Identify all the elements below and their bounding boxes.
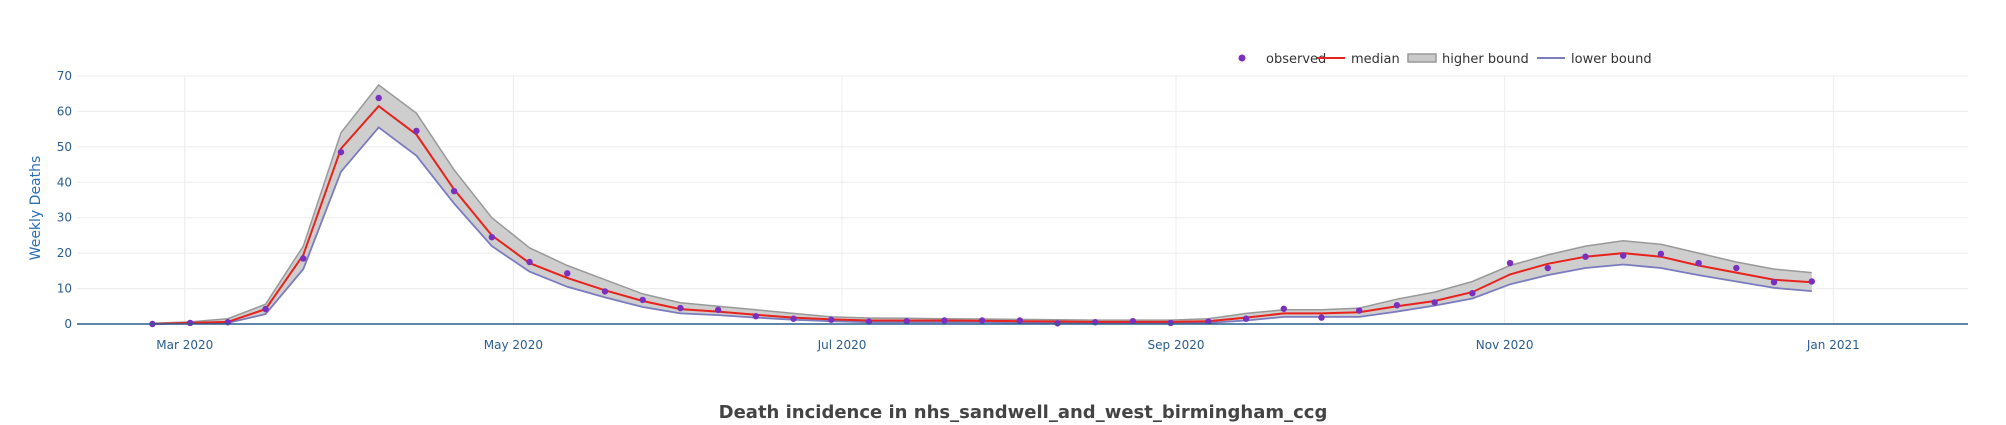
observed-point [865,318,873,325]
observed-point [978,317,986,324]
observed-point [714,306,722,314]
observed-point [1770,278,1778,286]
observed-point [300,255,307,262]
legend-symbol [1407,53,1437,63]
observed-point [903,317,910,325]
observed-point [564,270,571,277]
legend-label: higher bound [1442,52,1529,67]
observed-point [790,315,797,322]
observed-point [1695,259,1702,267]
x-tick-label: Nov 2020 [1476,338,1534,352]
y-tick-label: 60 [57,104,72,118]
x-tick-label: May 2020 [484,338,543,352]
observed-point [1318,314,1325,321]
observed-point [375,94,382,102]
observed-point [1356,307,1363,314]
x-tick-label: Jan 2021 [1806,338,1860,352]
observed-point [1167,319,1174,327]
observed-point [413,127,420,135]
observed-point [1280,305,1287,312]
observed-point [1431,299,1438,306]
observed-point [262,305,269,313]
observed-point [1582,253,1589,260]
observed-point [337,148,345,156]
observed-point [186,319,194,327]
observed-point [1506,259,1514,267]
observed-point [1393,302,1401,309]
legend[interactable]: observed median higher bound lower bound [1238,52,1652,67]
observed-point [1205,318,1212,325]
y-tick-label: 0 [64,317,72,331]
observed-point [1657,250,1665,258]
observed-point [526,258,533,266]
y-tick-label: 40 [57,175,72,189]
y-tick-label: 20 [57,246,72,260]
observed-point [1129,317,1137,325]
observed-point [828,316,835,323]
legend-item-higher-bound[interactable]: higher bound [1407,52,1529,67]
legend-label: observed [1266,52,1326,67]
legend-item-median[interactable]: median [1317,52,1400,67]
observed-point [752,313,760,320]
observed-point [1544,264,1551,272]
y-axis-title: Weekly Deaths [28,156,44,261]
observed-point [601,288,609,295]
y-tick-label: 70 [57,69,72,83]
y-tick-label: 10 [57,282,72,296]
observed-points [149,94,1815,328]
y-tick-label: 30 [57,211,72,225]
observed-point [1808,278,1815,285]
y-tick-label: 50 [57,140,72,154]
legend-label: median [1351,52,1400,67]
observed-point [1620,252,1627,259]
observed-point [1733,264,1740,272]
observed-point [450,187,458,195]
observed-point [677,304,684,312]
observed-point [639,296,646,304]
series-line-lower-bound [152,126,1812,325]
x-tick-label: Sep 2020 [1148,338,1205,352]
legend-label: lower bound [1571,52,1652,67]
observed-point [941,317,948,324]
observed-point [1016,317,1024,324]
observed-point [1469,289,1476,297]
observed-point [1242,315,1250,322]
axes: 0 10 20 30 40 50 60 70 Mar 2020 May 2020 Jul 2020 S… [57,69,1968,352]
legend-item-lower-bound[interactable]: lower bound [1537,52,1652,67]
observed-point [488,234,496,241]
legend-symbol [1238,54,1246,62]
legend-item-observed[interactable]: observed [1238,52,1327,67]
x-tick-label: Mar 2020 [156,338,213,352]
chart-title: Death incidence in nhs_sandwell_and_west… [719,402,1328,423]
x-tick-label: Jul 2020 [817,338,867,352]
